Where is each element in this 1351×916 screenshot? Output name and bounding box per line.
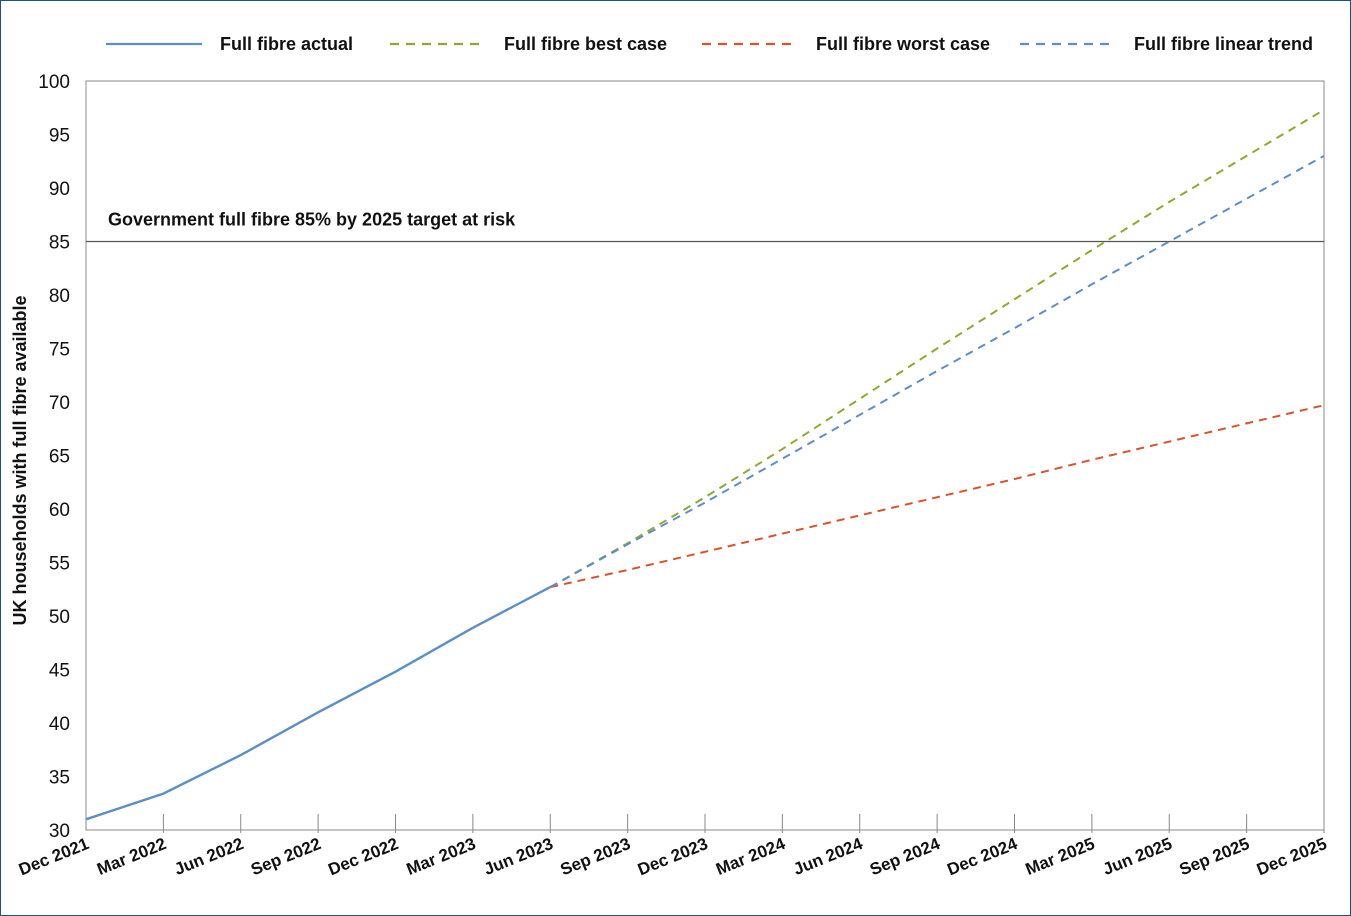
- series-line-3: [550, 404, 1325, 589]
- y-axis-label: UK households with full fibre available: [10, 295, 30, 625]
- series-line-1: [85, 586, 551, 821]
- x-tick-label: Mar 2025: [1023, 834, 1098, 879]
- y-tick-label: 55: [49, 554, 70, 575]
- x-tick-label: Sep 2022: [248, 834, 323, 879]
- y-tick-label: 50: [49, 607, 70, 628]
- plot-area: [85, 80, 1325, 831]
- y-tick-label: 30: [49, 821, 70, 842]
- y-tick-label: 40: [49, 714, 70, 735]
- y-tick-label: 70: [49, 393, 70, 414]
- y-tick-label: 90: [49, 179, 70, 200]
- x-tick-label: Dec 2022: [326, 834, 401, 879]
- x-tick-label: Sep 2023: [558, 834, 633, 879]
- x-tick-label: Jun 2022: [172, 834, 247, 879]
- y-axis-ticks: 30 35 40 45 50 55 60 65 70 75 80 85 90 95 100: [38, 72, 70, 842]
- y-tick-label: 45: [49, 661, 70, 682]
- x-tick-label: Jun 2024: [791, 834, 866, 879]
- y-tick-label: 85: [49, 233, 70, 254]
- legend-label: Full fibre worst case: [816, 34, 990, 54]
- x-tick-label: Dec 2025: [1254, 834, 1329, 879]
- y-tick-label: 80: [49, 286, 70, 307]
- x-tick-label: Mar 2023: [404, 834, 479, 879]
- x-tick-label: Jun 2023: [481, 834, 556, 879]
- target-annotation: Government full fibre 85% by 2025 target…: [108, 210, 516, 230]
- y-tick-label: 65: [49, 447, 70, 468]
- x-tick-label: Dec 2024: [945, 834, 1021, 879]
- series-line-4: [549, 155, 1325, 588]
- x-tick-label: Dec 2023: [635, 834, 710, 879]
- y-tick-label: 95: [49, 126, 70, 147]
- legend-label: Full fibre actual: [220, 34, 353, 54]
- series-lines: [85, 109, 1325, 821]
- y-tick-label: 100: [38, 72, 70, 93]
- y-tick-label: 60: [49, 500, 70, 521]
- plot-border: [85, 80, 1325, 831]
- y-tick-label: 35: [49, 768, 70, 789]
- x-tick-label: Sep 2024: [867, 834, 943, 879]
- series-line-2: [549, 109, 1325, 588]
- x-tick-label: Sep 2025: [1177, 834, 1252, 879]
- x-tick-label: Mar 2024: [713, 834, 788, 879]
- x-tick-label: Mar 2022: [94, 834, 169, 879]
- y-tick-label: 75: [49, 340, 70, 361]
- legend: Full fibre actual Full fibre best case Ful…: [106, 34, 1313, 54]
- x-tick-label: Jun 2025: [1100, 834, 1175, 879]
- x-axis-ticks: Dec 2021 Mar 2022 Jun 2022 Sep 2022 Dec 2022…: [16, 814, 1329, 879]
- legend-label: Full fibre linear trend: [1134, 34, 1313, 54]
- reference-line-group: Government full fibre 85% by 2025 target…: [86, 210, 1324, 243]
- legend-label: Full fibre best case: [504, 34, 667, 54]
